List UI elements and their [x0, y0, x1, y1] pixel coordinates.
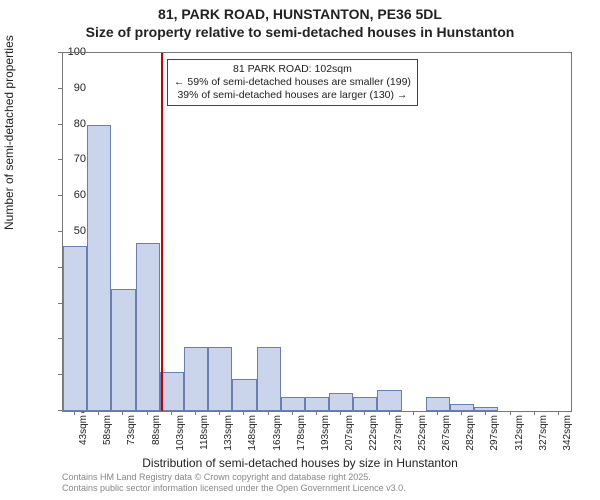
annotation-line1: 81 PARK ROAD: 102sqm: [174, 63, 411, 76]
x-axis-label: Distribution of semi-detached houses by …: [0, 456, 600, 470]
histogram-bar: [111, 289, 135, 411]
histogram-bar: [184, 347, 208, 411]
xtick-label: 73sqm: [126, 415, 137, 459]
histogram-bar: [87, 125, 111, 411]
histogram-bar: [353, 397, 377, 411]
title-line2: Size of property relative to semi-detach…: [0, 24, 600, 40]
xtick-label: 58sqm: [102, 415, 113, 459]
xtick-label: 327sqm: [538, 415, 549, 459]
xtick-label: 88sqm: [151, 415, 162, 459]
xtick-label: 163sqm: [272, 415, 283, 459]
xtick-label: 222sqm: [368, 415, 379, 459]
xtick-label: 103sqm: [175, 415, 186, 459]
xtick-label: 118sqm: [199, 415, 210, 459]
xtick-label: 207sqm: [344, 415, 355, 459]
histogram-bar: [377, 390, 401, 411]
xtick-label: 178sqm: [296, 415, 307, 459]
histogram-bar: [305, 397, 329, 411]
histogram-bar: [160, 372, 184, 411]
marker-line: [161, 53, 163, 411]
xtick-label: 252sqm: [417, 415, 428, 459]
xtick-label: 133sqm: [223, 415, 234, 459]
histogram-bar: [208, 347, 232, 411]
title-line1: 81, PARK ROAD, HUNSTANTON, PE36 5DL: [0, 6, 600, 22]
histogram-bar: [136, 243, 160, 411]
histogram-bar: [232, 379, 256, 411]
plot-area: 81 PARK ROAD: 102sqm ← 59% of semi-detac…: [62, 52, 572, 412]
footer-attribution: Contains HM Land Registry data © Crown c…: [62, 472, 406, 494]
xtick-label: 282sqm: [465, 415, 476, 459]
xtick-label: 297sqm: [489, 415, 500, 459]
histogram-bar: [281, 397, 305, 411]
histogram-bar: [474, 407, 498, 411]
histogram-bar: [63, 246, 87, 411]
chart-title: 81, PARK ROAD, HUNSTANTON, PE36 5DL Size…: [0, 0, 600, 40]
y-axis-label: Number of semi-detached properties: [2, 35, 16, 230]
xtick-label: 267sqm: [441, 415, 452, 459]
histogram-bar: [426, 397, 450, 411]
xtick-label: 312sqm: [514, 415, 525, 459]
annotation-box: 81 PARK ROAD: 102sqm ← 59% of semi-detac…: [167, 59, 418, 106]
footer-line2: Contains public sector information licen…: [62, 483, 406, 494]
xtick-label: 237sqm: [393, 415, 404, 459]
histogram-bar: [257, 347, 281, 411]
xtick-label: 43sqm: [78, 415, 89, 459]
annotation-line2: ← 59% of semi-detached houses are smalle…: [174, 76, 411, 89]
xtick-label: 148sqm: [247, 415, 258, 459]
xtick-label: 193sqm: [320, 415, 331, 459]
annotation-line3: 39% of semi-detached houses are larger (…: [174, 89, 411, 102]
histogram-bar: [329, 393, 353, 411]
footer-line1: Contains HM Land Registry data © Crown c…: [62, 472, 406, 483]
histogram-bar: [450, 404, 474, 411]
xtick-label: 342sqm: [562, 415, 573, 459]
